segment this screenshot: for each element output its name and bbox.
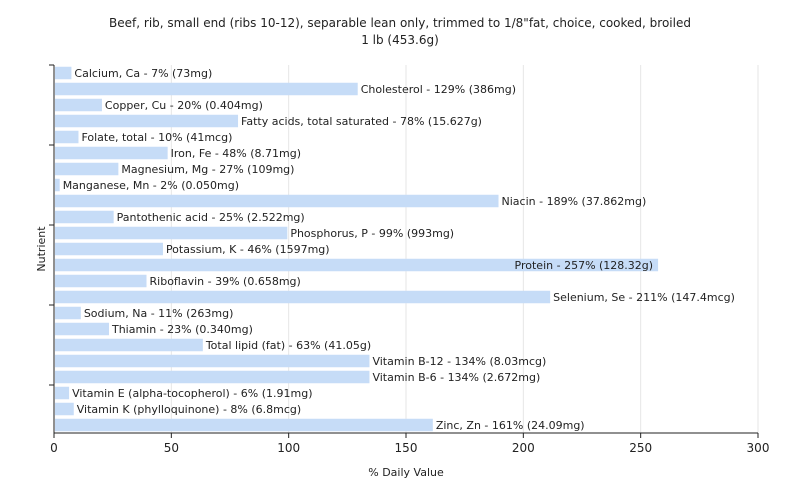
- bar-labels: Calcium, Ca - 7% (73mg) Cholesterol - 129…: [63, 67, 735, 432]
- bar-label: Calcium, Ca - 7% (73mg): [74, 67, 212, 80]
- y-axis-title: Nutrient: [35, 226, 48, 272]
- bar-label: Magnesium, Mg - 27% (109mg): [121, 163, 294, 176]
- bar-label: Vitamin K (phylloquinone) - 8% (6.8mcg): [77, 403, 301, 416]
- bar-label: Niacin - 189% (37.862mg): [502, 195, 647, 208]
- chart-title-line-1: Beef, rib, small end (ribs 10-12), separ…: [109, 16, 691, 30]
- bar-label: Riboflavin - 39% (0.658mg): [150, 275, 301, 288]
- bar-label: Selenium, Se - 211% (147.4mcg): [553, 291, 735, 304]
- x-axis-title: % Daily Value: [368, 466, 444, 479]
- bar-label: Vitamin B-6 - 134% (2.672mg): [372, 371, 540, 384]
- bar: [55, 370, 370, 384]
- bar-label: Sodium, Na - 11% (263mg): [84, 307, 234, 320]
- bar-label: Manganese, Mn - 2% (0.050mg): [63, 179, 239, 192]
- bar: [55, 130, 79, 144]
- bar: [55, 146, 168, 160]
- x-tick-label: 200: [512, 441, 535, 455]
- bar: [55, 242, 163, 256]
- bar: [55, 274, 147, 288]
- bar-label: Vitamin E (alpha-tocopherol) - 6% (1.91m…: [72, 387, 312, 400]
- axes: 0 50 100 150 200 250 300: [49, 64, 770, 455]
- x-tick-label: 50: [164, 441, 179, 455]
- bar: [55, 306, 81, 320]
- bar-label: Cholesterol - 129% (386mg): [361, 83, 516, 96]
- x-tick-label: 0: [50, 441, 58, 455]
- bar-label: Phosphorus, P - 99% (993mg): [290, 227, 454, 240]
- chart-title-line-2: 1 lb (453.6g): [361, 33, 439, 47]
- bars: [55, 66, 659, 432]
- bar-label: Protein - 257% (128.32g): [515, 259, 654, 272]
- bar-label: Zinc, Zn - 161% (24.09mg): [436, 419, 585, 432]
- bar: [55, 66, 72, 80]
- bar: [55, 354, 370, 368]
- bar: [55, 98, 102, 112]
- bar: [55, 338, 203, 352]
- bar: [55, 290, 551, 304]
- bar: [55, 114, 239, 128]
- bar: [55, 82, 358, 96]
- bar-label: Fatty acids, total saturated - 78% (15.6…: [241, 115, 482, 128]
- x-tick-label: 100: [277, 441, 300, 455]
- bar-label: Iron, Fe - 48% (8.71mg): [171, 147, 301, 160]
- x-tick-label: 300: [747, 441, 770, 455]
- bar: [55, 178, 60, 192]
- bar-label: Vitamin B-12 - 134% (8.03mcg): [372, 355, 546, 368]
- x-tick-label: 250: [629, 441, 652, 455]
- bar-label: Potassium, K - 46% (1597mg): [166, 243, 330, 256]
- bar-label: Pantothenic acid - 25% (2.522mg): [117, 211, 305, 224]
- bar-label: Total lipid (fat) - 63% (41.05g): [205, 339, 371, 352]
- bar: [55, 162, 119, 176]
- bar: [55, 418, 433, 432]
- bar: [55, 194, 499, 208]
- bar: [55, 258, 659, 272]
- bar-label: Copper, Cu - 20% (0.404mg): [105, 99, 263, 112]
- bar: [55, 210, 114, 224]
- bar-label: Folate, total - 10% (41mcg): [81, 131, 232, 144]
- bar: [55, 226, 288, 240]
- bar-label: Thiamin - 23% (0.340mg): [111, 323, 253, 336]
- bar: [55, 386, 70, 400]
- bar: [55, 322, 109, 336]
- bar: [55, 402, 74, 416]
- x-tick-label: 150: [395, 441, 418, 455]
